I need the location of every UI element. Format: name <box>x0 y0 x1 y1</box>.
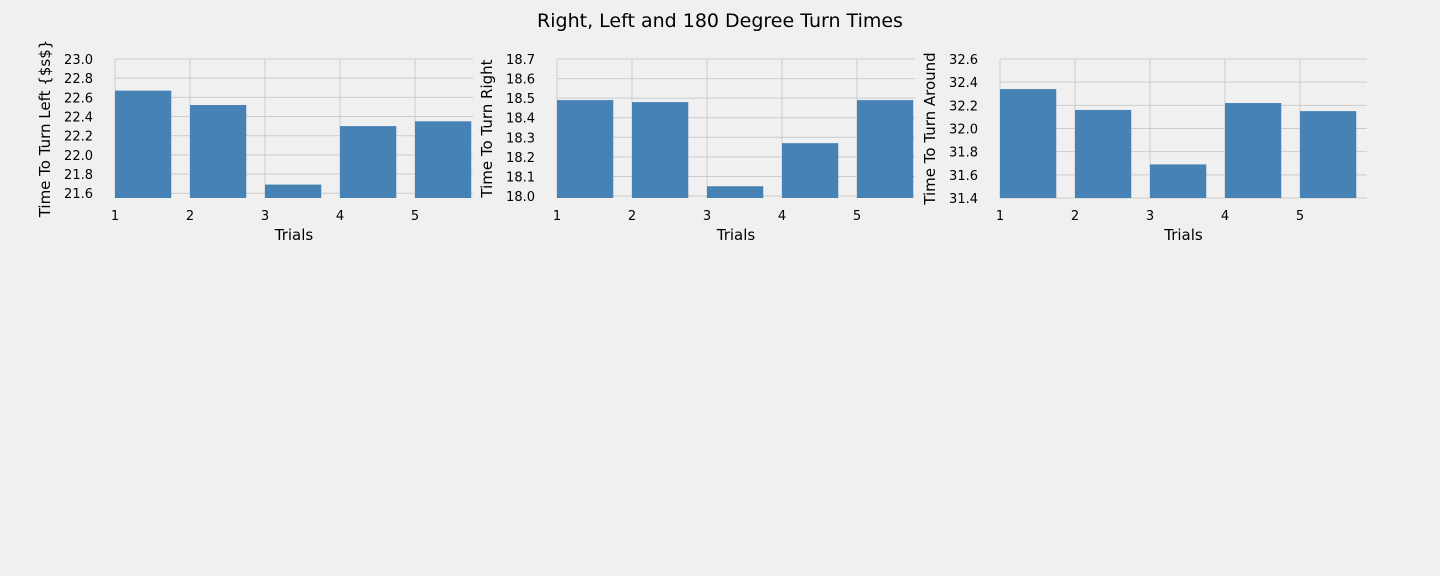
chart-panel-3: 1 2 3 4 5 31.4 31.6 31.8 32.0 32.2 32.4 32.6 Trials T… <box>921 52 1367 244</box>
x-axis-label: Trials <box>1163 226 1203 244</box>
charts-container: 1 2 3 4 5 21.6 21.8 22.0 22.2 22.4 22.6 22.8 23.0 Tri… <box>36 40 1367 244</box>
bar-trial-3 <box>265 184 322 198</box>
y-tick-label: 32.2 <box>949 99 978 114</box>
bar-trial-2 <box>190 105 247 198</box>
x-tick-label: 4 <box>336 209 344 224</box>
x-tick-label: 5 <box>411 209 419 224</box>
y-tick-label: 22.4 <box>64 111 93 126</box>
y-tick-label: 18.5 <box>506 92 535 107</box>
y-tick-label: 21.8 <box>64 168 93 183</box>
y-tick-label: 22.8 <box>64 72 93 87</box>
y-tick-label: 22.2 <box>64 130 93 145</box>
bar-trial-3 <box>707 186 764 198</box>
y-tick-label: 32.4 <box>949 76 978 91</box>
bar-trial-2 <box>1075 109 1132 198</box>
bar-trial-1 <box>115 90 172 198</box>
bar-trial-4 <box>1225 103 1282 198</box>
bar-trial-5 <box>415 121 472 198</box>
x-tick-label: 2 <box>628 209 636 224</box>
x-tick-label: 3 <box>703 209 711 224</box>
x-tick-label: 4 <box>1221 209 1229 224</box>
x-tick-label: 1 <box>553 209 561 224</box>
y-tick-label: 22.6 <box>64 91 93 106</box>
figure-title: Right, Left and 180 Degree Turn Times <box>537 10 903 32</box>
y-tick-label: 32.0 <box>949 123 978 138</box>
y-tick-label: 18.1 <box>506 170 535 185</box>
x-tick-label: 3 <box>1146 209 1154 224</box>
y-tick-label: 18.2 <box>506 151 535 166</box>
bar-trial-3 <box>1150 164 1207 198</box>
bar-trial-4 <box>340 126 397 198</box>
y-tick-label: 31.4 <box>949 192 978 207</box>
bar-trial-5 <box>857 100 914 198</box>
x-tick-label: 4 <box>778 209 786 224</box>
bar-trial-5 <box>1300 111 1357 198</box>
y-axis-label: Time To Turn Right <box>478 59 496 198</box>
chart-panel-1: 1 2 3 4 5 21.6 21.8 22.0 22.2 22.4 22.6 22.8 23.0 Tri… <box>36 40 473 244</box>
y-tick-label: 23.0 <box>64 53 93 68</box>
y-tick-label: 18.3 <box>506 131 535 146</box>
chart-panel-2: 1 2 3 4 5 18.0 18.1 18.2 18.3 18.4 18.5 18.6 18.7 Tri… <box>478 53 915 244</box>
bar-trial-4 <box>782 143 839 198</box>
y-tick-label: 18.6 <box>506 73 535 88</box>
bar-trial-1 <box>557 100 614 198</box>
y-tick-label: 32.6 <box>949 53 978 68</box>
x-tick-label: 5 <box>1296 209 1304 224</box>
x-tick-label: 5 <box>853 209 861 224</box>
x-tick-label: 2 <box>186 209 194 224</box>
x-tick-label: 2 <box>1071 209 1079 224</box>
x-tick-label: 3 <box>261 209 269 224</box>
y-axis-label: Time To Turn Around <box>921 52 939 205</box>
bar-trial-2 <box>632 102 689 198</box>
y-tick-label: 22.0 <box>64 149 93 164</box>
y-tick-label: 18.7 <box>506 53 535 68</box>
y-tick-label: 21.6 <box>64 187 93 202</box>
y-tick-label: 18.4 <box>506 112 535 127</box>
y-tick-label: 31.8 <box>949 146 978 161</box>
x-tick-label: 1 <box>996 209 1004 224</box>
bar-trial-1 <box>1000 89 1057 198</box>
y-tick-label: 31.6 <box>949 169 978 184</box>
x-tick-label: 1 <box>111 209 119 224</box>
y-axis-label: Time To Turn Left {$s$} <box>36 40 54 219</box>
x-axis-label: Trials <box>274 226 314 244</box>
y-tick-label: 18.0 <box>506 190 535 205</box>
x-axis-label: Trials <box>716 226 756 244</box>
